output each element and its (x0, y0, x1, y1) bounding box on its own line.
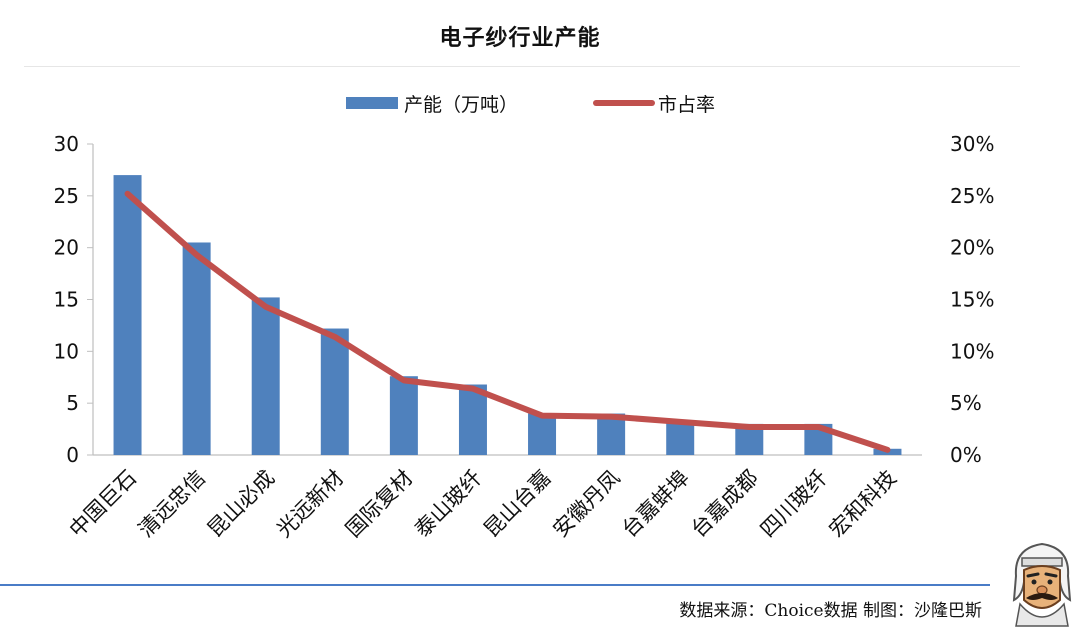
chart-title: 电子纱行业产能 (439, 25, 601, 51)
x-tick-label: 四川玻纤 (756, 466, 832, 542)
y-ticks: 0 5 10 15 20 25 30 (54, 132, 93, 467)
line-series (124, 190, 891, 453)
x-tick-label: 台嘉成都 (686, 466, 762, 542)
x-tick-label: 清远忠信 (134, 466, 210, 542)
bar-2 (182, 242, 211, 455)
bar-6 (458, 384, 487, 455)
x-tick-label: 泰山玻纤 (410, 466, 486, 542)
y-tick-label: 10 (54, 339, 79, 363)
x-ticks: 中国巨石清远忠信昆山必成光远新材国际复材泰山玻纤昆山台嘉安徽丹凤台嘉蚌埠台嘉成都… (65, 466, 901, 542)
x-tick-label: 安徽丹凤 (548, 466, 624, 542)
y2-tick-label: 10% (950, 339, 994, 363)
x-tick-label: 国际复材 (341, 466, 417, 542)
bar-7 (528, 413, 557, 455)
y2-tick-label: 5% (950, 391, 982, 415)
market-share-line (124, 190, 891, 453)
bar-8 (597, 413, 626, 455)
x-tick-label: 光远新材 (272, 466, 348, 542)
bar-3 (251, 297, 280, 455)
legend-bar-swatch (346, 97, 398, 109)
bar-line-chart: 产能（万吨） 市占率 0 5 10 15 20 25 30 0% 5% 10% 15% 20% 25%… (54, 94, 995, 542)
y2-ticks: 0% 5% 10% 15% 20% 25% 30% (950, 132, 994, 467)
axes (92, 144, 922, 456)
y2-tick-label: 30% (950, 132, 994, 156)
source-note: 数据来源：Choice数据 制图：沙隆巴斯 (679, 601, 982, 621)
bar-4 (320, 328, 349, 455)
y-tick-label: 20 (54, 236, 79, 260)
title-divider (24, 66, 1020, 67)
x-tick-label: 台嘉蚌埠 (617, 466, 693, 542)
legend-line-label: 市占率 (658, 94, 715, 116)
x-tick-label: 宏和科技 (825, 466, 901, 542)
bar-5 (389, 376, 418, 455)
y2-tick-label: 20% (950, 236, 994, 260)
legend-bar-label: 产能（万吨） (404, 94, 518, 116)
x-tick-label: 昆山台嘉 (479, 466, 555, 542)
bars (113, 175, 902, 455)
y-tick-label: 15 (54, 288, 79, 312)
x-tick-label: 中国巨石 (65, 466, 141, 542)
y-tick-label: 5 (66, 391, 79, 415)
footer-divider (0, 584, 990, 586)
x-tick-label: 昆山必成 (203, 466, 279, 542)
y2-tick-label: 0% (950, 443, 982, 467)
y2-tick-label: 25% (950, 184, 994, 208)
y2-tick-label: 15% (950, 288, 994, 312)
legend: 产能（万吨） 市占率 (346, 94, 715, 116)
y-tick-label: 25 (54, 184, 79, 208)
mascot-logo (1012, 542, 1072, 627)
bar-1 (113, 175, 142, 455)
bar-9 (666, 420, 695, 455)
y-tick-label: 30 (54, 132, 79, 156)
y-tick-label: 0 (66, 443, 79, 467)
